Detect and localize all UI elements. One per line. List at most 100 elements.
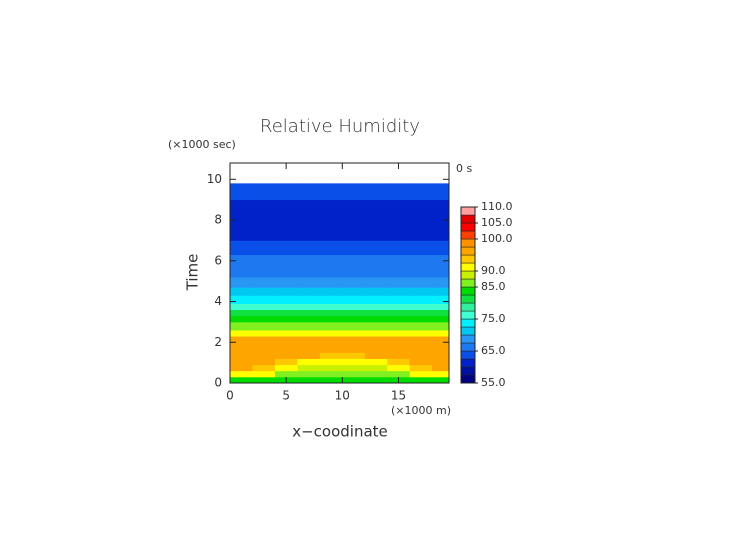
cell — [387, 295, 411, 304]
cell — [364, 277, 388, 288]
cell — [342, 303, 366, 311]
colorbar-band — [460, 326, 476, 336]
colorbar-label: 110.0 — [481, 200, 513, 213]
cell — [252, 295, 276, 304]
cell — [409, 266, 433, 278]
colorbar-band — [460, 350, 476, 360]
cell — [230, 199, 253, 221]
cell — [432, 342, 450, 353]
colorbar-frame — [460, 206, 476, 384]
colorbar-band — [460, 318, 476, 328]
cell — [274, 220, 298, 241]
cell — [274, 342, 298, 353]
cell — [387, 303, 411, 311]
cell — [297, 287, 321, 296]
cell — [387, 220, 411, 241]
cell — [230, 321, 253, 331]
cell — [252, 336, 276, 343]
cell — [409, 352, 433, 359]
cell — [297, 352, 321, 359]
cell — [409, 315, 433, 323]
cell — [342, 309, 366, 317]
colorbar-band — [460, 342, 476, 352]
cell — [297, 321, 321, 331]
cell — [409, 342, 433, 353]
cell — [387, 277, 411, 288]
cell — [230, 370, 253, 378]
colorbar-band — [460, 374, 476, 384]
cell — [342, 342, 366, 353]
colorbar-band — [460, 302, 476, 312]
y-tick-label: 8 — [214, 213, 222, 227]
cell — [432, 352, 450, 359]
cell — [364, 295, 388, 304]
cell — [364, 321, 388, 331]
cell — [432, 287, 450, 296]
cell — [387, 309, 411, 317]
cell — [230, 342, 253, 353]
cell — [387, 321, 411, 331]
cell — [297, 376, 321, 384]
y-axis-label: Time — [184, 254, 202, 292]
cell — [342, 295, 366, 304]
cell — [342, 240, 366, 256]
cell — [364, 220, 388, 241]
colorbar-band — [460, 270, 476, 280]
cell — [387, 342, 411, 353]
cell — [364, 303, 388, 311]
cell — [252, 309, 276, 317]
colorbar-band — [460, 238, 476, 248]
y-tick-label: 0 — [214, 376, 222, 390]
cell — [274, 254, 298, 268]
x-tick-label: 5 — [282, 389, 290, 403]
cell — [274, 240, 298, 256]
cell — [319, 277, 343, 288]
cell — [342, 358, 366, 366]
cell — [387, 199, 411, 221]
cell — [342, 199, 366, 221]
cell — [342, 287, 366, 296]
x-tick-label: 15 — [391, 389, 406, 403]
cell — [319, 287, 343, 296]
cell — [432, 336, 450, 343]
colorbar-band — [460, 286, 476, 296]
cell — [364, 342, 388, 353]
cell — [432, 199, 450, 221]
time-label: 0 s — [456, 162, 472, 175]
cell — [342, 330, 366, 337]
cell — [364, 199, 388, 221]
cell — [319, 321, 343, 331]
colorbar-band — [460, 206, 476, 216]
cell — [274, 303, 298, 311]
cell — [230, 358, 253, 366]
colorbar-band — [460, 278, 476, 288]
cell — [409, 358, 433, 366]
cell — [409, 330, 433, 337]
cell — [432, 358, 450, 366]
cell — [319, 370, 343, 378]
cell — [364, 254, 388, 268]
cell — [409, 376, 433, 384]
cell — [342, 370, 366, 378]
cell — [297, 303, 321, 311]
cell — [342, 220, 366, 241]
cell — [342, 352, 366, 359]
colorbar-label: 75.0 — [481, 312, 506, 325]
cell — [230, 220, 253, 241]
cell — [387, 240, 411, 256]
cell — [274, 358, 298, 366]
cell — [230, 287, 253, 296]
cell — [297, 370, 321, 378]
cell — [319, 199, 343, 221]
cell — [252, 364, 276, 372]
cell — [252, 321, 276, 331]
cell — [252, 370, 276, 378]
cell — [409, 254, 433, 268]
cell — [319, 330, 343, 337]
cell — [252, 287, 276, 296]
cell — [432, 364, 450, 372]
cell — [252, 352, 276, 359]
cell — [387, 352, 411, 359]
cell — [297, 277, 321, 288]
cell — [432, 277, 450, 288]
